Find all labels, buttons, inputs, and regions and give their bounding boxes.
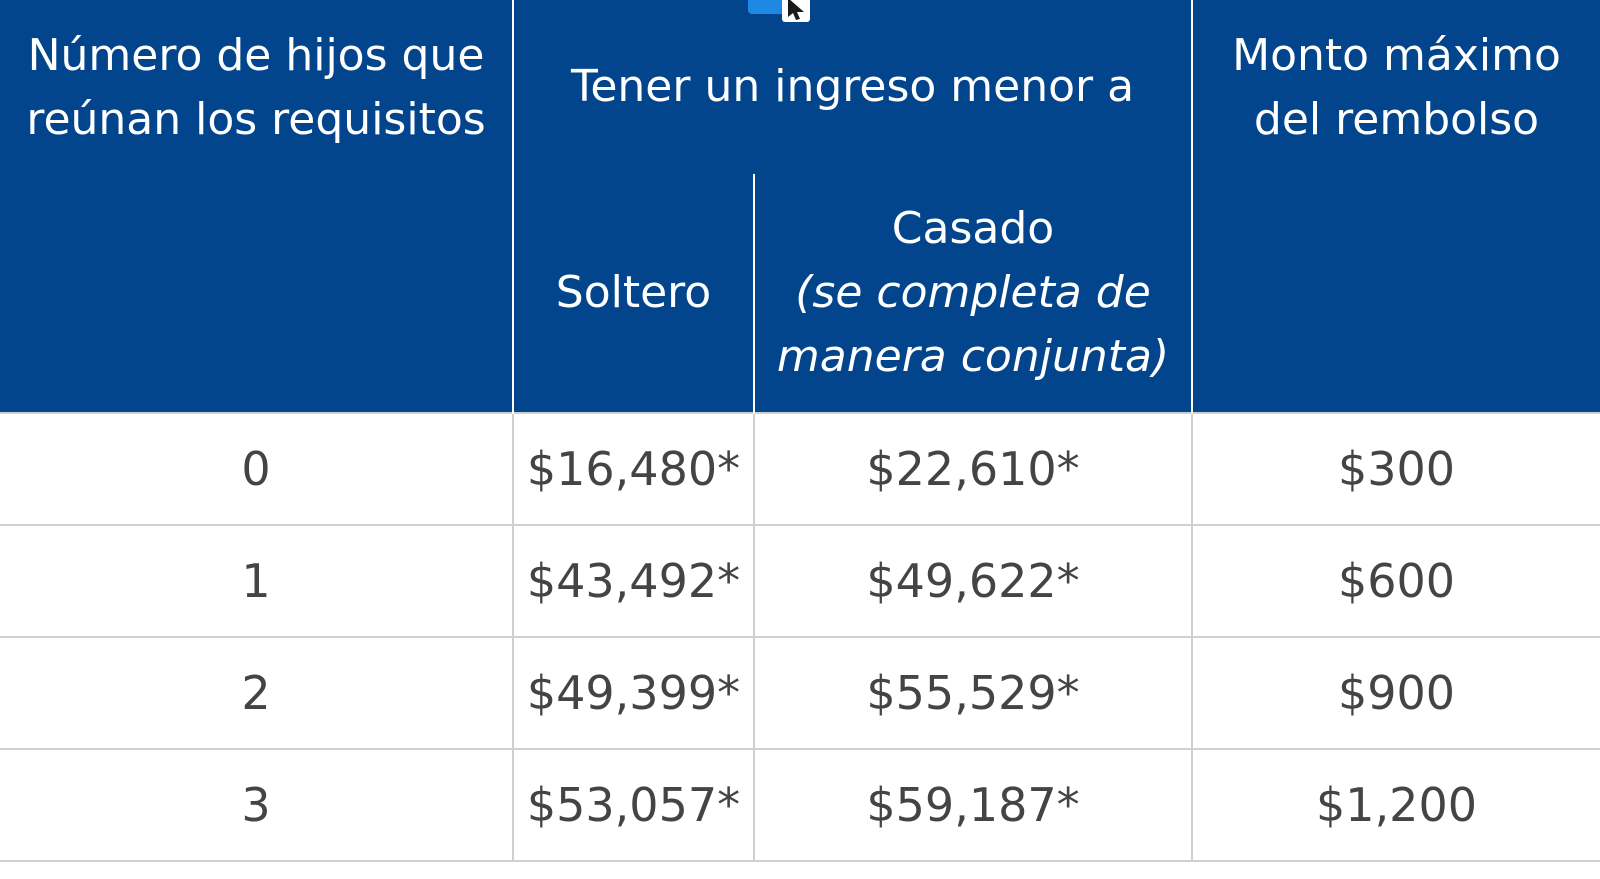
cell-single-income: $49,399* (512, 636, 754, 749)
cell-children: 0 (0, 412, 513, 525)
header-married-note-line1: (se completa de (795, 267, 1151, 318)
cell-max-refund: $1,200 (1191, 748, 1600, 862)
cell-single-income: $43,492* (512, 524, 754, 637)
header-max-refund: Monto máximo del rembolso (1191, 0, 1600, 413)
table-row: 0 $16,480* $22,610* $300 (0, 412, 1600, 525)
header-max-line2: del rembolso (1253, 94, 1540, 145)
table-row: 1 $43,492* $49,622* $600 (0, 524, 1600, 637)
table-header: Número de hijos que reúnan los requisito… (0, 0, 1600, 413)
header-children-line2: reúnan los requisitos (26, 94, 486, 145)
table-row: 3 $53,057* $59,187* $1,200 (0, 748, 1600, 862)
header-married: Casado (se completa de manera conjunta) (752, 174, 1193, 413)
cell-single-income: $53,057* (512, 748, 754, 862)
mouse-cursor-icon (748, 0, 810, 22)
header-children-count: Número de hijos que reúnan los requisito… (0, 0, 513, 413)
cell-children: 1 (0, 524, 513, 637)
cell-children: 2 (0, 636, 513, 749)
cell-max-refund: $300 (1191, 412, 1600, 525)
header-single-label: Soltero (555, 267, 712, 318)
header-single: Soltero (512, 174, 754, 413)
cell-married-income: $49,622* (752, 524, 1193, 637)
table-row: 2 $49,399* $55,529* $900 (0, 636, 1600, 749)
cell-children: 3 (0, 748, 513, 862)
cell-married-income: $55,529* (752, 636, 1193, 749)
header-married-note-line2: manera conjunta) (776, 331, 1170, 382)
header-max-line1: Monto máximo (1232, 30, 1561, 81)
cell-max-refund: $900 (1191, 636, 1600, 749)
cell-max-refund: $600 (1191, 524, 1600, 637)
cell-single-income: $16,480* (512, 412, 754, 525)
cell-married-income: $22,610* (752, 412, 1193, 525)
header-married-label: Casado (891, 203, 1055, 254)
header-income-group: Tener un ingreso menor a (511, 0, 1193, 174)
table-body: 0 $16,480* $22,610* $300 1 $43,492* $49,… (0, 412, 1600, 862)
cell-married-income: $59,187* (752, 748, 1193, 862)
header-children-line1: Número de hijos que (27, 30, 485, 81)
header-income-label: Tener un ingreso menor a (570, 61, 1135, 112)
